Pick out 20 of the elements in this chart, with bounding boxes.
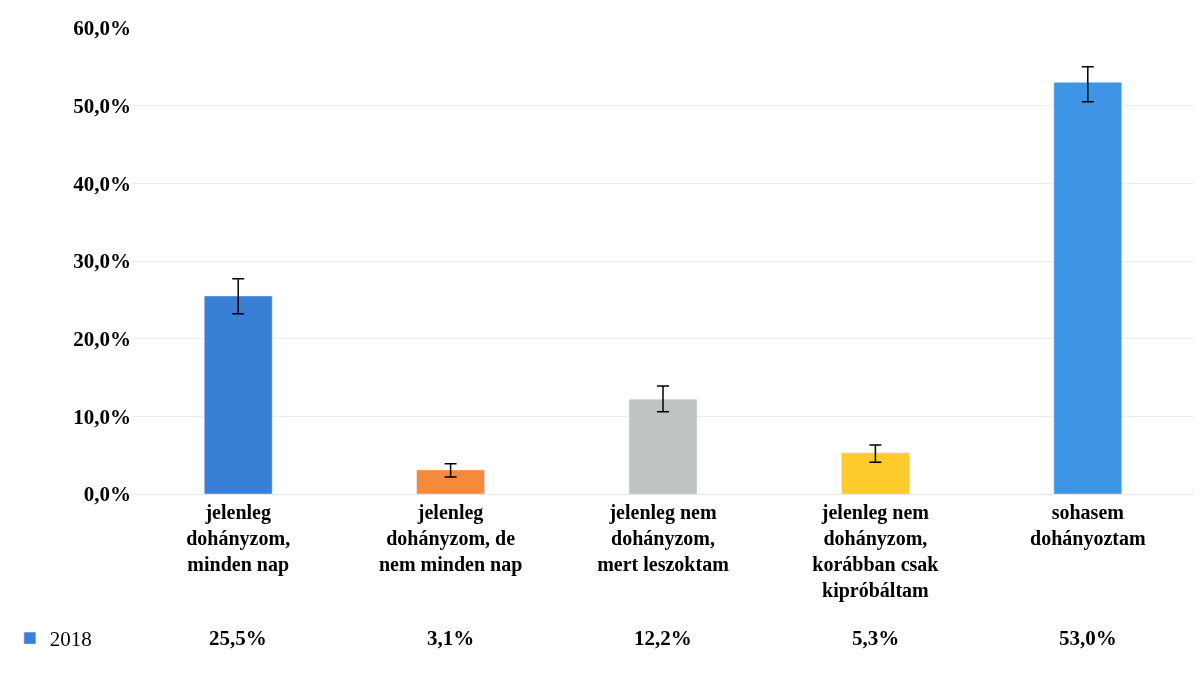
bar: [416, 469, 485, 494]
y-tick-label: 10,0%: [73, 404, 131, 429]
x-tick-label: jelenleg dohányzom, minden nap: [186, 501, 291, 576]
x-tick-label: sohasem dohányoztam: [1030, 501, 1146, 550]
data-label: 5,3%: [852, 626, 900, 650]
data-label: 12,2%: [634, 626, 692, 650]
y-tick-label: 0,0%: [83, 482, 131, 507]
y-tick-label: 20,0%: [73, 327, 131, 352]
y-tick-label: 60,0%: [73, 16, 131, 41]
x-tick-label: jelenleg dohányzom, de nem minden nap: [378, 501, 523, 576]
data-label: 53,0%: [1059, 626, 1117, 650]
bar: [841, 452, 910, 494]
x-tick-label: jelenleg nem dohányzom, korábban csak kipróbáltam: [812, 501, 940, 602]
y-tick-label: 30,0%: [73, 249, 131, 274]
y-tick-label: 40,0%: [73, 171, 131, 196]
data-label: 25,5%: [209, 626, 267, 650]
x-tick-label: jelenleg nem dohányzom, mert leszoktam: [597, 501, 730, 575]
data-label: 3,1%: [427, 626, 475, 650]
legend-label: 2018: [49, 627, 92, 652]
y-tick-label: 50,0%: [73, 94, 131, 119]
